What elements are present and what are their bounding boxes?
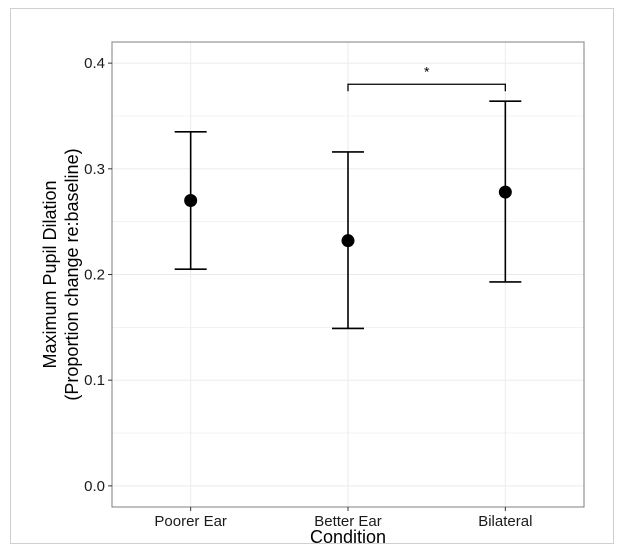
significance-label: * bbox=[424, 63, 430, 79]
y-axis-title-line1: Maximum Pupil Dilation bbox=[40, 180, 60, 368]
figure-frame bbox=[10, 8, 614, 544]
x-tick-label: Better Ear bbox=[314, 513, 382, 530]
significance-line bbox=[347, 83, 506, 92]
significance-bracket: * bbox=[347, 63, 506, 92]
y-tick-label: 0.1 bbox=[84, 372, 105, 389]
y-tick-label: 0.3 bbox=[84, 161, 105, 178]
x-axis-title: Condition bbox=[310, 527, 386, 547]
y-axis-title-line2: (Proportion change re:baseline) bbox=[62, 148, 82, 400]
x-axis-ticks: Poorer Ear Better Ear Bilateral bbox=[154, 507, 532, 530]
x-tick-label: Poorer Ear bbox=[154, 513, 227, 530]
data-point bbox=[184, 194, 198, 208]
data-points bbox=[184, 185, 512, 248]
x-tick-label: Bilateral bbox=[478, 513, 532, 530]
data-point bbox=[341, 234, 355, 248]
y-tick-label: 0.0 bbox=[84, 478, 105, 495]
y-axis-ticks: 0.0 0.1 0.2 0.3 0.4 bbox=[84, 55, 112, 495]
y-tick-label: 0.4 bbox=[84, 55, 105, 72]
data-point bbox=[498, 185, 512, 199]
y-tick-label: 0.2 bbox=[84, 267, 105, 284]
